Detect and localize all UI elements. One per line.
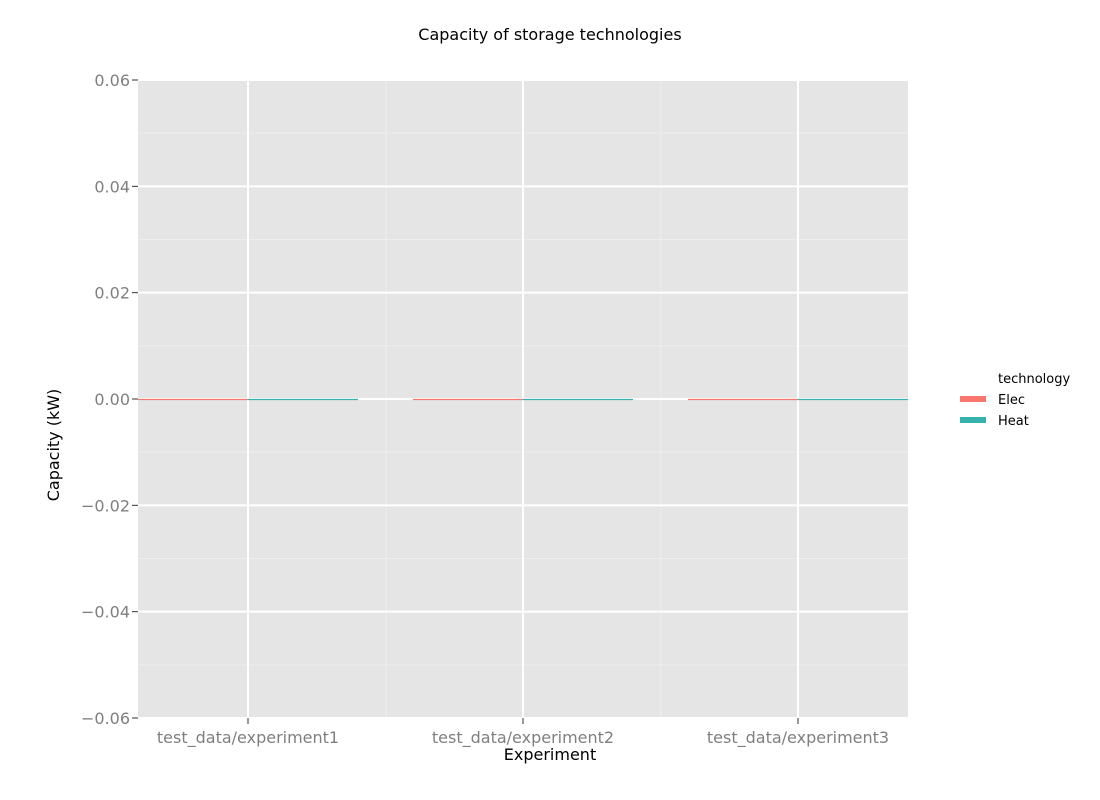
x-tick-label: test_data/experiment2 xyxy=(432,728,614,748)
y-axis-label: Capacity (kW) xyxy=(44,389,63,502)
x-axis: test_data/experiment1 test_data/experimen… xyxy=(157,718,889,748)
x-tick-label: test_data/experiment1 xyxy=(157,728,339,748)
chart-title: Capacity of storage technologies xyxy=(418,25,681,44)
y-tick-label: −0.04 xyxy=(81,603,130,622)
legend-items: Elec Heat xyxy=(960,393,1029,429)
legend-label: Heat xyxy=(998,414,1029,429)
y-tick-label: 0.02 xyxy=(94,284,130,303)
y-tick-label: 0.04 xyxy=(94,177,130,196)
y-tick-label: 0.00 xyxy=(94,390,130,409)
y-axis: 0.06 0.04 0.02 0.00 −0.02 −0.04 −0.06 xyxy=(81,71,138,728)
legend-label: Elec xyxy=(998,393,1025,408)
x-axis-label: Experiment xyxy=(504,745,596,764)
x-tick-label: test_data/experiment3 xyxy=(707,728,889,748)
y-tick-label: 0.06 xyxy=(94,71,130,90)
y-tick-label: −0.02 xyxy=(81,496,130,515)
legend-key xyxy=(960,417,986,423)
legend-key xyxy=(960,396,986,402)
legend: technology Elec Heat xyxy=(960,372,1070,429)
y-tick-label: −0.06 xyxy=(81,709,130,728)
legend-title: technology xyxy=(998,372,1070,387)
